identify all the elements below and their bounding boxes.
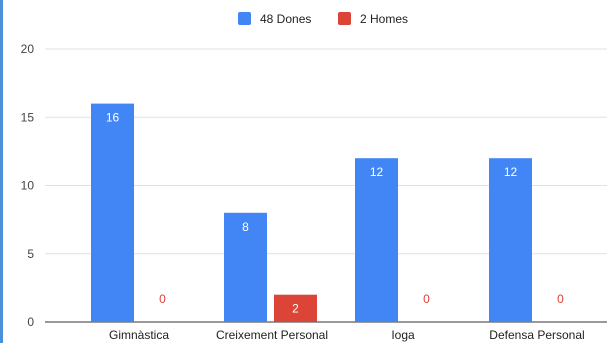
bar xyxy=(489,158,532,322)
x-category-label: Creixement Personal xyxy=(216,328,328,342)
y-tick-label: 20 xyxy=(21,42,35,56)
y-tick-label: 10 xyxy=(21,179,35,193)
legend-label: 48 Dones xyxy=(260,12,311,26)
data-label: 0 xyxy=(159,292,166,306)
legend: 48 Dones 2 Homes xyxy=(238,12,408,26)
data-labels: 16 0 8 2 12 0 12 0 xyxy=(106,111,564,316)
legend-swatch xyxy=(338,12,351,25)
y-tick-label: 0 xyxy=(27,315,34,329)
x-axis-categories: Gimnàstica Creixement Personal Ioga Defensa… xyxy=(109,328,585,342)
bar xyxy=(91,103,134,322)
data-label: 2 xyxy=(292,302,299,316)
data-label: 12 xyxy=(504,165,518,179)
data-label: 0 xyxy=(557,292,564,306)
x-category-label: Defensa Personal xyxy=(489,328,584,342)
legend-label: 2 Homes xyxy=(360,12,408,26)
y-axis-ticks: 0 5 10 15 20 xyxy=(21,42,35,329)
bars xyxy=(91,103,532,322)
x-category-label: Gimnàstica xyxy=(109,328,169,342)
bar xyxy=(274,294,317,322)
data-label: 8 xyxy=(242,220,249,234)
bar xyxy=(355,158,398,322)
y-tick-label: 5 xyxy=(27,247,34,261)
x-category-label: Ioga xyxy=(391,328,415,342)
legend-swatch xyxy=(238,12,251,25)
data-label: 0 xyxy=(423,292,430,306)
left-accent-bar xyxy=(0,0,3,343)
data-label: 12 xyxy=(370,165,384,179)
bar xyxy=(224,212,267,322)
y-tick-label: 15 xyxy=(21,110,35,124)
data-label: 16 xyxy=(106,111,120,125)
